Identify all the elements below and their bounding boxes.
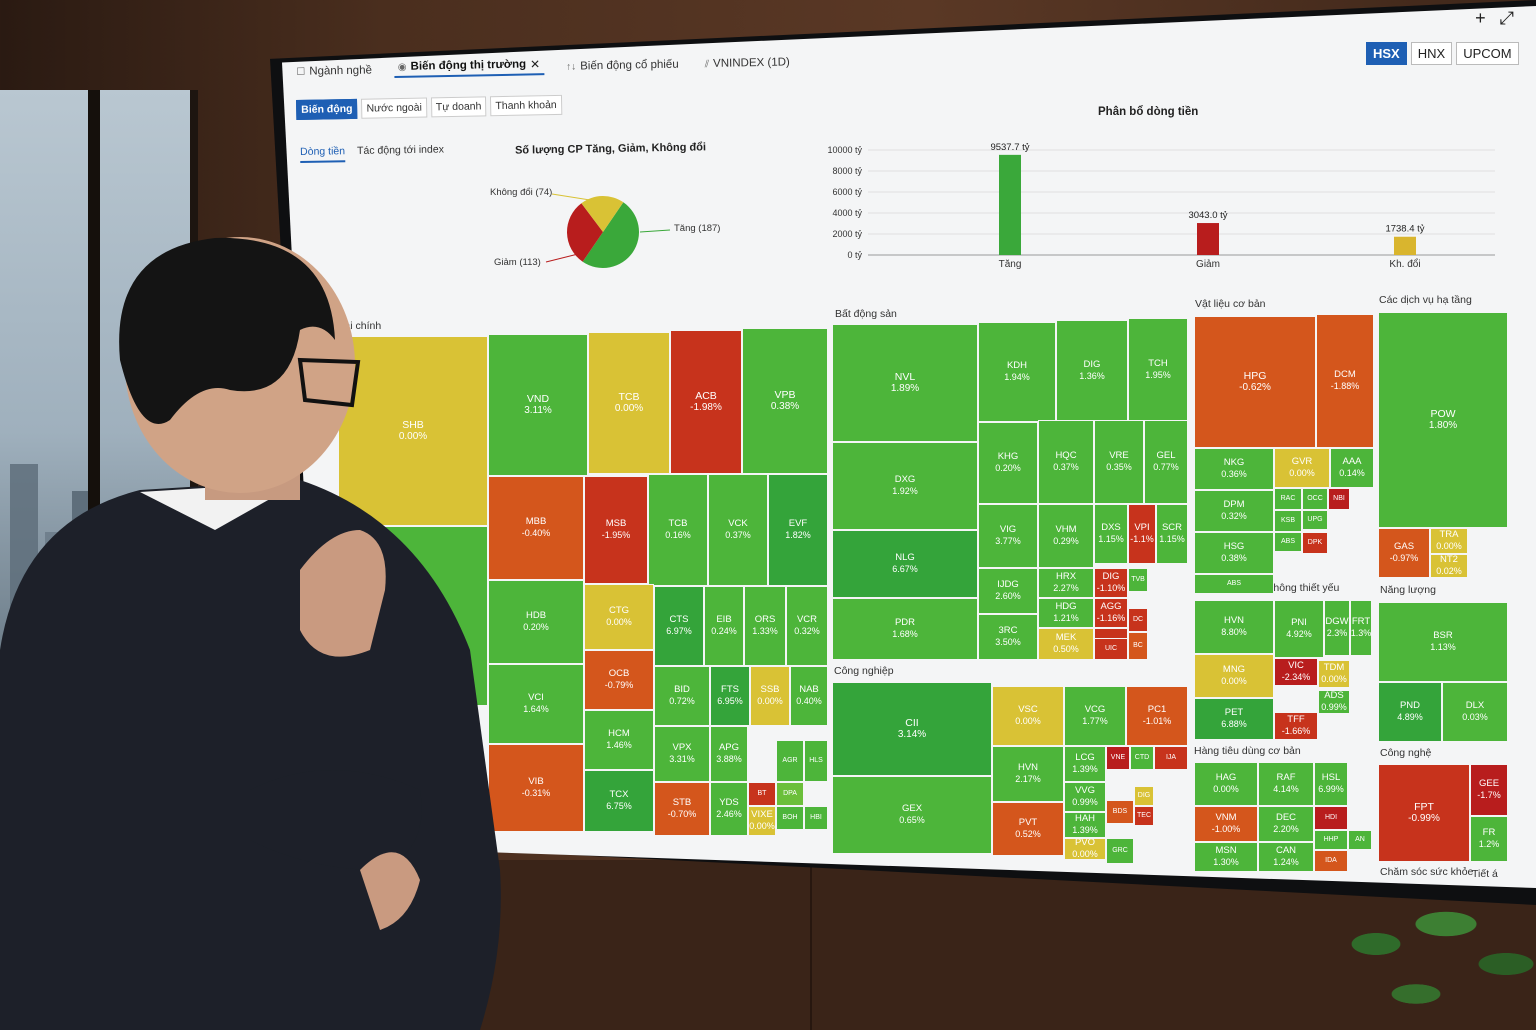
tab-bien-dong-thi-truong[interactable]: ◉ Biến động thị trường ✕ xyxy=(393,55,545,79)
y-tick-label: 6000 tỷ xyxy=(832,187,862,197)
globe-icon: ◉ xyxy=(397,61,407,73)
exchange-switcher: HSX HNX UPCOM xyxy=(1366,42,1519,65)
bar-value-label: 3043.0 tỷ xyxy=(1188,210,1227,221)
expand-icon[interactable]: ⤢ xyxy=(1499,8,1514,28)
pie-slice-up[interactable] xyxy=(582,202,639,268)
bar-2[interactable] xyxy=(1394,236,1416,255)
bar-category-label: Tăng xyxy=(999,259,1022,270)
tab-tac-dong-index[interactable]: Tác động tới index xyxy=(356,143,445,158)
bar-1[interactable] xyxy=(1197,223,1219,255)
y-tick-label: 2000 tỷ xyxy=(832,229,862,239)
sort-icon: ↑↓ xyxy=(566,61,577,73)
y-tick-label: 4000 tỷ xyxy=(832,208,862,218)
person-viewer xyxy=(0,237,501,1030)
tab-label: Ngành nghề xyxy=(309,64,373,78)
tab-dong-tien[interactable]: Dòng tiền xyxy=(300,145,346,163)
bar-value-label: 1738.4 tỷ xyxy=(1385,224,1424,235)
tab-nganh-nghe[interactable]: ☐ Ngành nghề xyxy=(292,62,376,80)
pie-slice-flat[interactable] xyxy=(581,196,624,232)
checkbox-icon[interactable]: ☐ xyxy=(296,66,306,78)
pie-label-flat: Không đổi (74) xyxy=(490,187,553,198)
bar-value-label: 9537.7 tỷ xyxy=(990,142,1029,153)
subtab-tu-doanh[interactable]: Tự doanh xyxy=(430,96,487,118)
bar-0[interactable] xyxy=(999,154,1021,255)
bar-category-label: Giảm xyxy=(1196,259,1220,270)
bar-chart-title: Phân bổ dòng tiền xyxy=(1098,106,1199,118)
plant xyxy=(1336,884,1536,1024)
tab-vnindex[interactable]: ⫽ VNINDEX (1D) xyxy=(701,54,794,72)
exchange-upcom[interactable]: UPCOM xyxy=(1456,42,1519,65)
tab-label: Biến động thị trường xyxy=(410,58,527,73)
pie-slice-down[interactable] xyxy=(567,203,603,262)
bar-category-label: Kh. đổi xyxy=(1389,258,1420,270)
close-icon[interactable]: ✕ xyxy=(529,57,541,72)
tab-label: Biến động cổ phiếu xyxy=(580,58,679,73)
tab-label: VNINDEX (1D) xyxy=(713,56,790,70)
bar-chart: 0 tỷ 2000 tỷ 4000 tỷ 6000 tỷ 8000 tỷ 10000 tỷ… xyxy=(827,142,1495,270)
y-tick-label: 0 tỷ xyxy=(847,250,862,260)
exchange-hsx[interactable]: HSX xyxy=(1366,42,1407,65)
subtab-bien-dong[interactable]: Biến động xyxy=(296,98,358,120)
y-tick-label: 8000 tỷ xyxy=(832,166,862,176)
flow-tabs: Dòng tiền Tác động tới index xyxy=(300,143,444,163)
chart-icon: ⫽ xyxy=(704,58,710,70)
exchange-hnx[interactable]: HNX xyxy=(1410,42,1453,65)
pie-chart: Tăng (187) Giảm (113) Không đổi (74) xyxy=(480,180,740,290)
add-icon[interactable]: + xyxy=(1475,8,1486,28)
pie-label-up: Tăng (187) xyxy=(674,223,721,234)
y-tick-label: 10000 tỷ xyxy=(827,145,862,155)
tab-bien-dong-co-phieu[interactable]: ↑↓ Biến động cổ phiếu xyxy=(562,57,683,75)
subtab-thanh-khoan[interactable]: Thanh khoản xyxy=(490,94,562,117)
subtab-nuoc-ngoai[interactable]: Nước ngoài xyxy=(361,97,428,119)
pie-label-down: Giảm (113) xyxy=(494,257,541,268)
